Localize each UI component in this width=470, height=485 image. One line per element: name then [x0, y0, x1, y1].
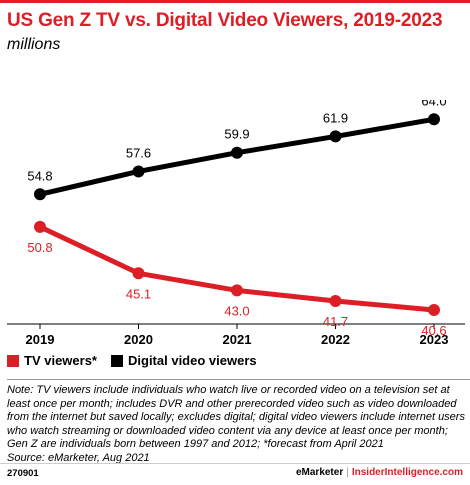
- series-line: [37, 224, 437, 313]
- x-tick-label: 2020: [124, 332, 153, 345]
- data-point: [132, 165, 145, 178]
- note-divider: [7, 379, 470, 380]
- x-tick-label: 2023: [420, 332, 449, 345]
- legend-label-digital: Digital video viewers: [128, 353, 257, 368]
- note-text: Note: TV viewers include individuals who…: [7, 384, 465, 451]
- footer-brand: eMarketer | InsiderIntelligence.com: [296, 467, 463, 478]
- brand-insider-intelligence: InsiderIntelligence.com: [351, 467, 463, 478]
- top-accent-bar: [0, 0, 470, 3]
- data-point: [428, 113, 440, 126]
- data-label: 59.9: [224, 127, 249, 142]
- data-label: 40.6: [421, 323, 446, 338]
- data-label: 50.8: [27, 240, 52, 255]
- source-text: Source: eMarketer, Aug 2021: [7, 451, 150, 464]
- data-label: 41.7: [323, 314, 348, 329]
- data-label: 54.8: [27, 168, 52, 183]
- data-point: [34, 188, 46, 201]
- data-point: [231, 146, 243, 159]
- data-point: [231, 284, 243, 297]
- brand-emarketer: eMarketer: [295, 467, 344, 478]
- legend-swatch-digital: [111, 354, 123, 367]
- line-chart: 2019 2020 2021 2022 2023 50.8 45.1 43.0 41.7 40.6…: [7, 100, 465, 345]
- footer-divider: [0, 463, 470, 464]
- brand-separator: |: [346, 467, 349, 478]
- data-point: [34, 220, 46, 233]
- data-point: [329, 295, 342, 307]
- x-tick-label: 2019: [26, 332, 55, 345]
- chart-title: US Gen Z TV vs. Digital Video Viewers, 2…: [7, 10, 443, 31]
- data-label: 45.1: [126, 286, 151, 301]
- data-point: [428, 303, 440, 316]
- x-tick-label: 2021: [223, 332, 252, 345]
- legend-item-tv: TV viewers*: [7, 353, 97, 368]
- data-point: [132, 267, 145, 280]
- legend-label-tv: TV viewers*: [24, 353, 97, 368]
- legend: TV viewers* Digital video viewers: [7, 353, 271, 368]
- data-label: 64.0: [421, 100, 446, 108]
- note-block: Note: TV viewers include individuals who…: [7, 384, 465, 466]
- data-point: [329, 130, 342, 143]
- legend-item-digital: Digital video viewers: [111, 353, 257, 368]
- chart-subtitle: millions: [7, 36, 61, 53]
- legend-swatch-tv: [7, 354, 19, 367]
- data-label: 43.0: [224, 303, 249, 318]
- data-label: 61.9: [323, 110, 348, 125]
- x-tick-label: 2022: [321, 332, 350, 345]
- data-label: 57.6: [126, 145, 151, 160]
- chart-id: 270901: [7, 468, 39, 479]
